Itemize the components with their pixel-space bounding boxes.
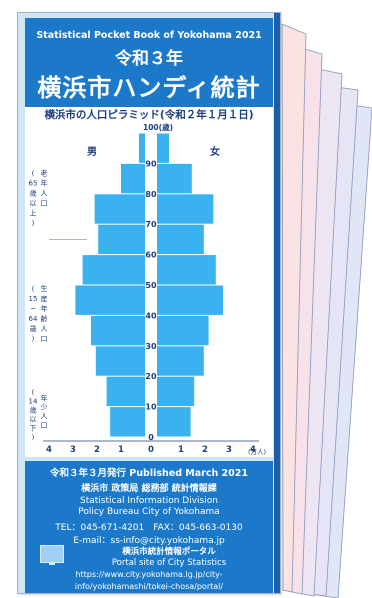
header-band	[25, 18, 273, 107]
group-working-label-2: 年	[41, 304, 48, 313]
group-young-label-1: 少	[41, 404, 48, 412]
age-tick-50: 50	[145, 281, 157, 290]
male-bar-30-39	[91, 315, 145, 346]
male-bar-40-49	[75, 285, 145, 315]
male-bar-20-29	[95, 346, 145, 376]
male-label: 男	[87, 146, 97, 158]
group-young-label-0: 年	[41, 394, 48, 403]
portal-url-line-1[interactable]: https://www.city.yokohama.lg.jp/city-	[75, 570, 223, 579]
group-elderly-label-3: 口	[41, 200, 48, 208]
age-tick-30: 30	[145, 342, 157, 351]
female-bar-80-89	[157, 163, 192, 194]
x-tick-4: 0	[148, 445, 154, 455]
female-bar-90-99	[157, 133, 169, 163]
male-bar-10-19	[106, 376, 145, 407]
population-pyramid-panel: 横浜市の人口ピラミッド(令和２年１月１日) 男 女 100(歳) (万人) 90…	[25, 107, 273, 457]
male-bar-90-99	[139, 133, 145, 163]
group-working-range-5: )	[32, 335, 35, 343]
group-young-range-2: 歳	[30, 405, 37, 414]
age-tick-70: 70	[145, 220, 157, 229]
year-title: 令和３年	[115, 49, 183, 69]
group-working-range-0: (	[32, 285, 35, 293]
male-bar-80-89	[121, 163, 145, 194]
group-elderly-range-4: 上	[30, 209, 37, 218]
main-title: 横浜市ハンディ統計	[37, 74, 261, 102]
group-elderly-range-0: (	[32, 170, 35, 178]
cover-footer: 令和３年３月発行 Published March 2021 横浜市 政策局 総務…	[25, 461, 273, 593]
bureau-english: Policy Bureau City of Yokohama	[78, 507, 220, 517]
group-working-label-3: 齢	[41, 314, 48, 323]
female-bar-40-49	[157, 285, 223, 315]
group-working-range-4: 歳	[30, 324, 37, 333]
portal-monitor-icon	[40, 545, 64, 565]
group-elderly-range-3: 以	[30, 200, 37, 208]
tel-fax: TEL：045-671-4201 FAX：045-663-0130	[55, 523, 243, 533]
group-young-range-4: 下	[30, 424, 37, 432]
group-young-range-0: (	[32, 388, 35, 396]
group-young-label-2: 人	[41, 413, 48, 421]
group-young-range-3: 以	[30, 415, 37, 423]
group-working-range-3: 64	[29, 315, 38, 323]
group-elderly-label-1: 年	[41, 179, 48, 188]
male-bar-50-59	[82, 255, 145, 285]
age-tick-80: 80	[145, 190, 157, 199]
pocket-book-cover: Statistical Pocket Book of Yokohama 2021…	[17, 12, 281, 594]
x-tick-2: 2	[94, 445, 100, 455]
group-young-label-3: 口	[41, 422, 48, 430]
group-working-label-1: 産	[41, 294, 48, 303]
group-working-label-5: 口	[41, 335, 48, 343]
age-tick-90: 90	[145, 159, 157, 168]
group-working-label-4: 人	[41, 325, 48, 333]
group-elderly-range-5: )	[32, 220, 35, 228]
x-tick-1: 3	[70, 445, 76, 455]
female-bar-60-69	[157, 224, 204, 255]
male-bar-60-69	[98, 224, 145, 255]
email-address: E-mail：ss-info@city.yokohama.jp	[73, 536, 225, 546]
age-tick-0: 0	[148, 433, 154, 442]
book-spine	[274, 13, 280, 593]
bureau-japanese: 横浜市 政策局 総務部 統計情報課	[81, 484, 217, 494]
division-english: Statistical Information Division	[80, 496, 218, 506]
group-elderly-label-2: 人	[41, 190, 48, 198]
x-tick-3: 1	[118, 445, 124, 455]
x-tick-7: 3	[226, 445, 232, 455]
group-elderly-label-0: 老	[41, 169, 48, 178]
female-bar-20-29	[157, 346, 204, 376]
cover-header: Statistical Pocket Book of Yokohama 2021…	[25, 18, 273, 107]
portal-english[interactable]: Portal site of City Statistics	[111, 558, 227, 568]
group-working-label-0: 生	[41, 284, 48, 293]
group-working-range-1: 15	[29, 295, 38, 303]
portal-japanese: 横浜市統計情報ポータル	[122, 547, 216, 557]
female-label: 女	[210, 145, 220, 158]
female-bar-50-59	[157, 255, 216, 285]
english-title: Statistical Pocket Book of Yokohama 2021	[36, 30, 262, 41]
group-elderly-range-1: 65	[29, 180, 38, 188]
group-young-range-1: 14	[29, 397, 38, 405]
female-bar-30-39	[157, 315, 209, 346]
published-date: 令和３年３月発行 Published March 2021	[49, 468, 248, 479]
group-working-range-2: ~	[30, 305, 36, 313]
female-bar-70-79	[157, 194, 214, 224]
age-tick-60: 60	[145, 251, 157, 260]
male-bar-70-79	[94, 194, 145, 224]
age-tick-20: 20	[145, 372, 157, 381]
female-bar-0-9	[157, 407, 191, 437]
male-bar-0-9	[110, 407, 145, 437]
age-tick-40: 40	[145, 311, 157, 320]
fan-page-1	[281, 23, 307, 593]
x-unit-label: (万人)	[248, 448, 266, 456]
group-young-range-5: )	[32, 433, 35, 441]
x-tick-8: 4	[250, 445, 256, 455]
x-tick-0: 4	[46, 445, 52, 455]
age-tick-10: 10	[145, 403, 157, 412]
x-tick-5: 1	[178, 445, 184, 455]
group-elderly-range-2: 歳	[30, 189, 37, 198]
age-unit-label: 100(歳)	[143, 122, 173, 132]
portal-url-line-2[interactable]: info/yokohamashi/tokei-chosa/portal/	[74, 582, 224, 591]
x-tick-6: 2	[202, 445, 208, 455]
pyramid-subtitle: 横浜市の人口ピラミッド(令和２年１月１日)	[44, 109, 254, 121]
female-bar-10-19	[157, 376, 195, 407]
